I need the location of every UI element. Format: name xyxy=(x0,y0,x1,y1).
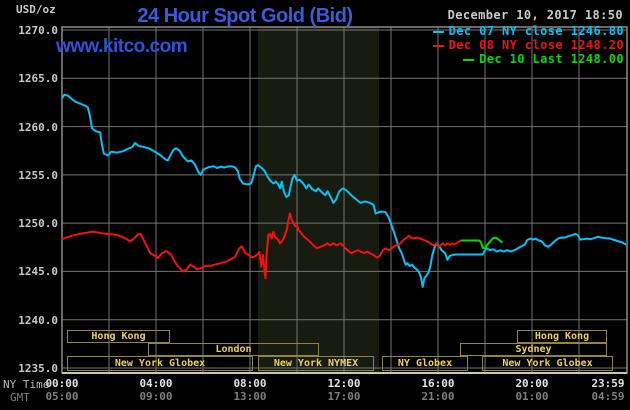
x-tick-gmt: 01:00 xyxy=(515,390,549,403)
x-tick-gmt: 21:00 xyxy=(421,390,455,403)
y-tick-label: 1255.0 xyxy=(18,168,58,182)
y-tick-label: 1270.0 xyxy=(18,24,58,37)
legend-dash-icon xyxy=(432,44,444,47)
session-box-new-york-globex: New York Globex xyxy=(67,356,253,371)
y-tick-label: 1265.0 xyxy=(18,72,58,86)
session-box-london: London xyxy=(148,343,319,356)
session-box-new-york-globex: New York Globex xyxy=(482,356,613,371)
x-tick-ny-time: 12:00 xyxy=(327,377,361,390)
x-tick-gmt: 09:00 xyxy=(139,390,173,403)
legend: Dec 07 NY close 1246.80 Dec 08 NY close 1… xyxy=(432,24,624,66)
legend-label: Dec 07 NY close 1246.80 xyxy=(448,24,624,38)
legend-label: Dec 08 NY close 1248.20 xyxy=(448,38,624,52)
x-tick-ny-time: 08:00 xyxy=(233,377,267,390)
session-box-hong-kong: Hong Kong xyxy=(67,330,170,343)
x-tick-gmt: 13:00 xyxy=(233,390,267,403)
chart-datetime: December 10, 2017 18:50 xyxy=(447,8,623,22)
y-tick-label: 1250.0 xyxy=(18,217,58,231)
x-tick-ny-time: 23:59 xyxy=(591,377,625,390)
gmt-axis-caption: GMT xyxy=(10,391,30,404)
x-tick-gmt: 04:59 xyxy=(591,390,625,403)
legend-label: Dec 10 Last 1248.00 xyxy=(479,52,624,66)
price-line-1 xyxy=(61,212,463,280)
price-line-0 xyxy=(61,93,627,288)
session-box-sydney: Sydney xyxy=(460,343,607,356)
session-box-ny-globex: NY Globex xyxy=(382,356,468,371)
x-tick-ny-time: 16:00 xyxy=(421,377,455,390)
kitco-watermark-link[interactable]: www.kitco.com xyxy=(56,36,188,57)
x-tick-gmt: 05:00 xyxy=(45,390,79,403)
legend-item: Dec 10 Last 1248.00 xyxy=(463,53,624,66)
y-axis-unit-label: USD/oz xyxy=(16,3,56,16)
x-tick-ny-time: 04:00 xyxy=(139,377,173,390)
x-tick-ny-time: 20:00 xyxy=(515,377,549,390)
x-tick-gmt: 17:00 xyxy=(327,390,361,403)
session-box-hong-kong: Hong Kong xyxy=(517,330,607,343)
y-tick-label: 1235.0 xyxy=(18,362,58,375)
ny-time-axis-caption: NY Time xyxy=(3,378,50,391)
y-tick-label: 1245.0 xyxy=(18,265,58,279)
price-line-2 xyxy=(460,236,503,250)
y-tick-label: 1240.0 xyxy=(18,313,58,327)
y-tick-label: 1260.0 xyxy=(18,120,58,134)
legend-item: Dec 08 NY close 1248.20 xyxy=(432,38,624,52)
legend-item: Dec 07 NY close 1246.80 xyxy=(432,24,624,38)
chart-title: 24 Hour Spot Gold (Bid) xyxy=(137,5,353,27)
x-tick-ny-time: 00:00 xyxy=(45,377,79,390)
nymex-session-band xyxy=(257,27,380,373)
session-box-new-york-nymex: New York NYMEX xyxy=(258,356,374,371)
legend-dash-icon xyxy=(432,30,444,33)
legend-dash-icon xyxy=(463,58,475,61)
